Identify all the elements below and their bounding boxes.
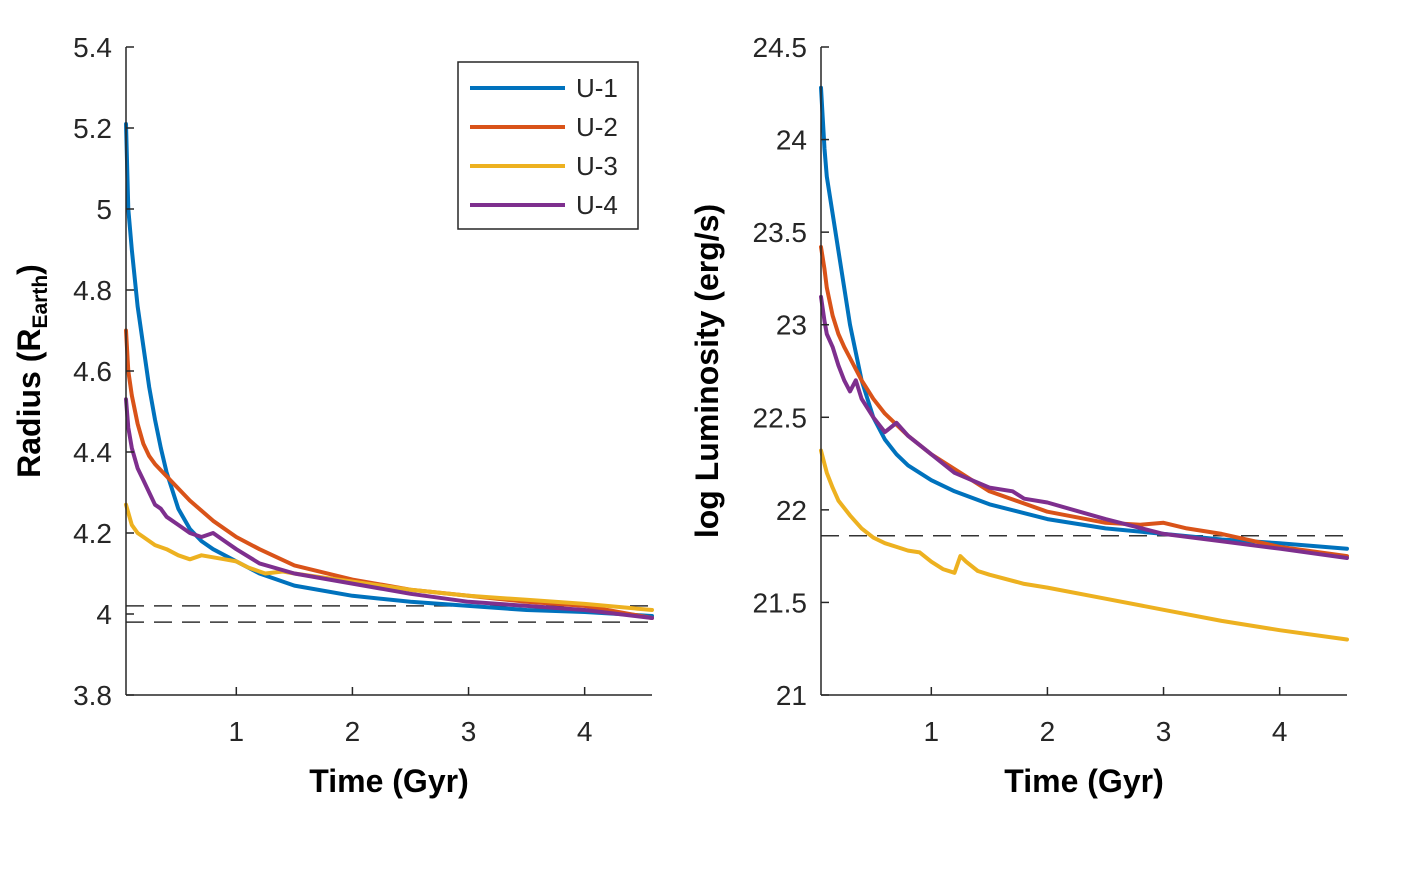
x-tick-label: 2 [345,716,361,747]
x-tick-label: 2 [1040,716,1056,747]
y-tick-label: 24.5 [753,32,808,63]
x-tick-label: 4 [577,716,593,747]
y-tick-label: 5.4 [73,32,112,63]
x-tick-label: 1 [229,716,245,747]
series-line-u-2 [819,245,1349,559]
series-line-u-2 [124,328,654,620]
y-tick-label: 3.8 [73,680,112,711]
legend: U-1 U-2 U-3 U-4 [457,61,639,230]
y-tick-label: 22.5 [753,402,808,433]
series-line-u-4 [124,397,654,620]
y-axis-label: log Luminosity (erg/s) [689,204,725,538]
y-axis-label: Radius (REarth) [11,264,52,478]
series-line-u-4 [819,294,1349,560]
y-tick-label: 5 [96,194,112,225]
x-tick-label: 3 [1156,716,1172,747]
y-tick-label: 4.6 [73,356,112,387]
legend-label: U-2 [576,112,618,142]
series-line-u-1 [819,85,1349,551]
legend-label: U-4 [576,190,618,220]
y-tick-label: 22 [776,495,807,526]
y-axis-label-subscript: Earth [29,275,52,329]
y-tick-label: 5.2 [73,113,112,144]
y-tick-label: 21.5 [753,587,808,618]
radius-plot: 3.8 4 4.2 4.4 4.6 4.8 5 5.2 5.4 1 2 3 4 Time (Gyr) Rad… [11,32,654,799]
series-line-u-3 [124,502,654,612]
y-tick-label: 4 [96,599,112,630]
y-tick-label: 21 [776,680,807,711]
y-tick-label: 4.4 [73,437,112,468]
x-axis-label: Time (Gyr) [309,763,468,799]
legend-label: U-1 [576,73,618,103]
y-tick-label: 23.5 [753,217,808,248]
x-tick-label: 3 [461,716,477,747]
x-axis-label: Time (Gyr) [1004,763,1163,799]
series-line-u-3 [819,448,1349,642]
y-axis-label-main: log Luminosity (erg/s) [689,204,725,538]
y-axis-label-close: ) [11,264,47,275]
y-tick-label: 23 [776,310,807,341]
y-tick-label: 4.2 [73,518,112,549]
x-tick-label: 4 [1272,716,1288,747]
y-tick-label: 4.8 [73,275,112,306]
y-tick-label: 24 [776,125,807,156]
legend-label: U-3 [576,151,618,181]
x-tick-label: 1 [924,716,940,747]
y-axis-label-main: Radius (R [11,329,47,478]
